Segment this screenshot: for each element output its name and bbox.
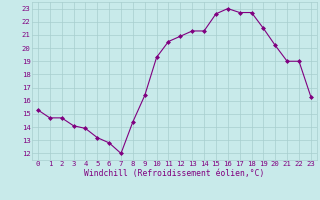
X-axis label: Windchill (Refroidissement éolien,°C): Windchill (Refroidissement éolien,°C) (84, 169, 265, 178)
